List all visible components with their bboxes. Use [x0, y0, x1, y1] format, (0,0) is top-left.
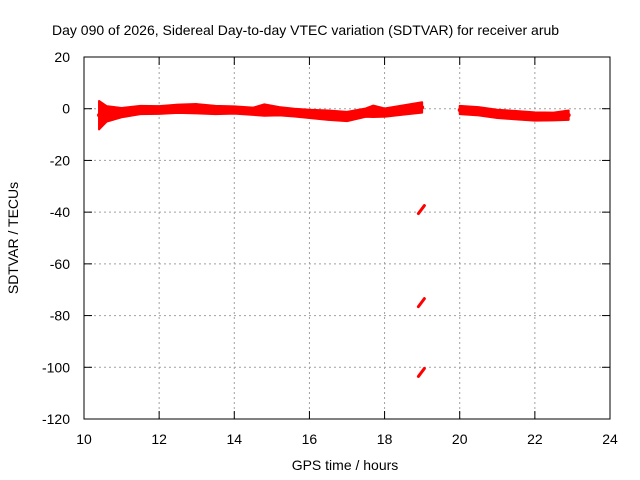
data-point — [251, 109, 256, 114]
outlier-point — [416, 366, 426, 378]
y-tick-label: -100 — [42, 359, 70, 375]
x-tick-labels: 10 12 14 16 18 20 22 24 — [76, 431, 618, 447]
axis-ticks — [83, 56, 611, 420]
data-point — [371, 109, 376, 114]
data-point — [326, 113, 331, 118]
chart-title: Day 090 of 2026, Sidereal Day-to-day VTE… — [52, 22, 559, 38]
data-point — [157, 108, 162, 113]
x-tick-label: 18 — [377, 431, 393, 447]
y-axis-label: SDTVAR / TECUs — [5, 182, 21, 294]
data-point — [363, 110, 368, 115]
data-point — [104, 111, 109, 116]
data-point — [566, 113, 571, 118]
data-band — [98, 99, 424, 131]
data-point — [514, 113, 519, 118]
x-tick-label: 22 — [527, 431, 543, 447]
y-tick-label: 0 — [62, 101, 70, 117]
data-point — [532, 114, 537, 119]
x-tick-label: 10 — [76, 431, 92, 447]
x-axis-label: GPS time / hours — [292, 457, 399, 473]
data-point — [175, 106, 180, 111]
data-point — [213, 108, 218, 113]
data-band — [458, 104, 570, 122]
x-tick-label: 14 — [226, 431, 242, 447]
data-point — [292, 110, 297, 115]
data-point — [551, 114, 556, 119]
data-point — [345, 114, 349, 119]
y-tick-label: 20 — [54, 49, 70, 65]
data-point — [401, 108, 406, 113]
y-tick-label: -40 — [50, 204, 70, 220]
data-layer — [97, 99, 571, 378]
outlier-point — [416, 204, 426, 216]
data-point — [476, 109, 481, 114]
data-point — [307, 111, 312, 116]
data-point — [119, 110, 124, 115]
data-point — [382, 110, 387, 115]
data-point — [232, 108, 237, 113]
data-point — [138, 108, 143, 113]
y-tick-label: -60 — [50, 256, 70, 272]
y-tick-label: -20 — [50, 152, 70, 168]
y-tick-labels: -120 -100 -80 -60 -40 -20 0 20 — [42, 49, 70, 427]
data-point — [194, 106, 199, 111]
x-tick-label: 16 — [302, 431, 318, 447]
data-point — [457, 108, 462, 113]
data-point — [420, 105, 425, 110]
x-tick-label: 12 — [151, 431, 167, 447]
y-tick-label: -120 — [42, 411, 70, 427]
data-point — [277, 109, 282, 114]
outlier-point — [416, 297, 426, 309]
data-point — [495, 111, 500, 116]
data-point — [262, 108, 267, 113]
data-point — [97, 113, 102, 118]
x-tick-label: 24 — [602, 431, 618, 447]
y-tick-label: -80 — [50, 308, 70, 324]
x-tick-label: 20 — [452, 431, 468, 447]
plot-frame — [83, 56, 611, 420]
